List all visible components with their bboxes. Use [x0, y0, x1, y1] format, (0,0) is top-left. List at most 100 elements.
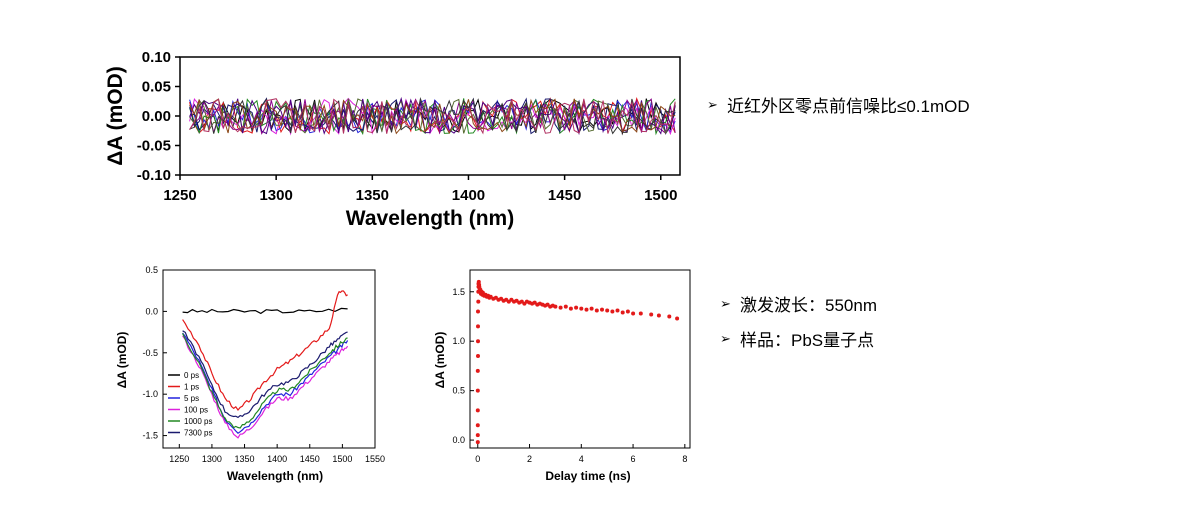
- noise-x-tick-label: 1400: [452, 187, 485, 204]
- kinetics-x-tick-label: 8: [682, 454, 687, 464]
- spectra-plot-frame: [162, 269, 376, 449]
- kinetics-data-point: [476, 339, 480, 344]
- kinetics-data-point: [476, 299, 481, 304]
- noise-y-tick-label: -0.10: [137, 167, 171, 184]
- kinetics-data-point: [656, 313, 661, 318]
- noise-chart: 1250 1300 1350 1400 1450 1500 0.10 0.05 0.00 -0.0…: [104, 49, 681, 230]
- spectra-y-tick-label: 0.0: [145, 306, 158, 316]
- kinetics-ylabel: ΔA (mOD): [433, 332, 447, 389]
- noise-ylabel: ΔA (mOD): [104, 66, 127, 165]
- spectra-y-tick-label: -1.0: [142, 389, 158, 399]
- noise-series-line: [189, 98, 676, 135]
- kinetics-data-point: [475, 433, 480, 438]
- noise-xlabel: Wavelength (nm): [346, 207, 514, 230]
- bullet-sample-text: 样品：PbS量子点: [740, 331, 875, 350]
- noise-x-tick-label: 1450: [548, 187, 581, 204]
- spectra-series-line: [182, 333, 348, 429]
- bullet-sample: ➢ 样品：PbS量子点: [720, 326, 874, 351]
- spectra-series-group: [182, 290, 349, 439]
- noise-series-line: [189, 97, 676, 135]
- kinetics-x-tick-label: 2: [527, 454, 532, 464]
- kinetics-data-point: [475, 408, 480, 413]
- bullet-arrow-icon: ➢: [707, 96, 718, 112]
- kinetics-series-group: [475, 279, 680, 445]
- spectra-y-tick-label: 0.5: [145, 265, 158, 275]
- noise-y-tick-label: 0.00: [142, 108, 171, 125]
- kinetics-y-tick-label: 0.0: [452, 435, 465, 445]
- kinetics-data-point: [638, 311, 643, 316]
- kinetics-axis-ticks: 0 2 4 6 8 1.5 1.0 0.5 0.0: [452, 287, 687, 464]
- legend-label: 1 ps: [184, 383, 199, 392]
- kinetics-y-tick-label: 1.5: [452, 287, 465, 297]
- spectra-x-tick-label: 1450: [300, 454, 320, 464]
- kinetics-xlabel: Delay time (ns): [545, 469, 630, 483]
- spectra-legend: 0 ps 1 ps 5 ps 100 ps 1000 ps 7300 ps: [168, 371, 212, 438]
- kinetics-data-point: [605, 308, 610, 313]
- kinetics-x-tick-label: 0: [475, 454, 480, 464]
- kinetics-data-point: [615, 308, 620, 313]
- noise-axis-ticks: 1250 1300 1350 1400 1450 1500 0.10 0.05 0.00 -0.0…: [137, 49, 678, 204]
- kinetics-y-tick-label: 0.5: [452, 386, 465, 396]
- noise-series-group: [189, 96, 676, 136]
- noise-x-tick-label: 1250: [163, 187, 196, 204]
- bullet-arrow-icon: ➢: [720, 295, 731, 311]
- spectra-ylabel: ΔA (mOD): [115, 332, 129, 389]
- spectra-x-tick-label: 1550: [365, 454, 385, 464]
- kinetics-data-point: [620, 310, 625, 315]
- kinetics-data-point: [563, 304, 568, 309]
- kinetics-data-point: [584, 307, 589, 312]
- noise-y-tick-label: 0.10: [142, 49, 171, 66]
- spectra-y-tick-label: -1.5: [142, 431, 158, 441]
- kinetics-plot-frame: [469, 269, 691, 449]
- kinetics-data-point: [553, 304, 558, 309]
- spectra-axis-ticks: 1250 1300 1350 1400 1450 1500 1550 0.5 0.0 -0.5 -1…: [142, 265, 385, 464]
- spectra-x-tick-label: 1250: [169, 454, 189, 464]
- kinetics-data-point: [475, 388, 480, 393]
- kinetics-data-point: [675, 316, 680, 321]
- kinetics-data-point: [649, 312, 654, 317]
- spectra-series-line: [182, 332, 349, 434]
- kinetics-data-point: [610, 309, 615, 314]
- spectra-series-line: [182, 307, 348, 315]
- noise-y-tick-label: 0.05: [142, 79, 171, 96]
- kinetics-data-point: [589, 306, 594, 311]
- noise-y-tick-label: -0.05: [137, 138, 171, 155]
- kinetics-data-point: [625, 309, 630, 314]
- kinetics-data-point: [476, 354, 480, 358]
- kinetics-data-point: [600, 307, 604, 312]
- noise-x-tick-label: 1300: [259, 187, 292, 204]
- kinetics-data-point: [667, 314, 672, 319]
- kinetics-data-point: [558, 305, 563, 310]
- legend-label: 0 ps: [184, 371, 199, 380]
- bullet-snr-text: 近红外区零点前信噪比≤0.1mOD: [727, 97, 970, 116]
- kinetics-data-point: [574, 305, 579, 310]
- kinetics-x-tick-label: 6: [631, 454, 636, 464]
- spectra-series-line: [182, 290, 348, 411]
- kinetics-data-point: [475, 423, 480, 428]
- spectra-chart: 1250 1300 1350 1400 1450 1500 1550 0.5 0.0 -0.5 -1…: [115, 265, 385, 483]
- bullet-arrow-icon: ➢: [720, 330, 731, 346]
- legend-label: 1000 ps: [184, 417, 212, 426]
- kinetics-data-point: [475, 368, 480, 373]
- spectra-xlabel: Wavelength (nm): [227, 469, 323, 483]
- kinetics-data-point: [476, 279, 481, 284]
- spectra-series-line: [182, 330, 348, 419]
- kinetics-x-tick-label: 4: [579, 454, 584, 464]
- spectra-x-tick-label: 1300: [202, 454, 222, 464]
- spectra-x-tick-label: 1400: [267, 454, 287, 464]
- legend-label: 7300 ps: [184, 429, 212, 438]
- legend-label: 100 ps: [184, 406, 208, 415]
- legend-label: 5 ps: [184, 394, 199, 403]
- spectra-y-tick-label: -0.5: [142, 348, 158, 358]
- bullet-snr: ➢ 近红外区零点前信噪比≤0.1mOD: [707, 92, 970, 117]
- kinetics-data-point: [579, 306, 584, 311]
- bullet-excitation-text: 激发波长：550nm: [740, 296, 877, 315]
- kinetics-chart: 0 2 4 6 8 1.5 1.0 0.5 0.0 Delay time (ns) ΔA (mO…: [433, 269, 691, 483]
- kinetics-data-point: [476, 324, 480, 329]
- kinetics-data-point: [631, 311, 636, 316]
- bullet-excitation: ➢ 激发波长：550nm: [720, 291, 877, 316]
- noise-series-line: [189, 98, 676, 136]
- noise-series-line: [189, 98, 676, 135]
- kinetics-data-point: [476, 309, 480, 314]
- spectra-x-tick-label: 1500: [332, 454, 352, 464]
